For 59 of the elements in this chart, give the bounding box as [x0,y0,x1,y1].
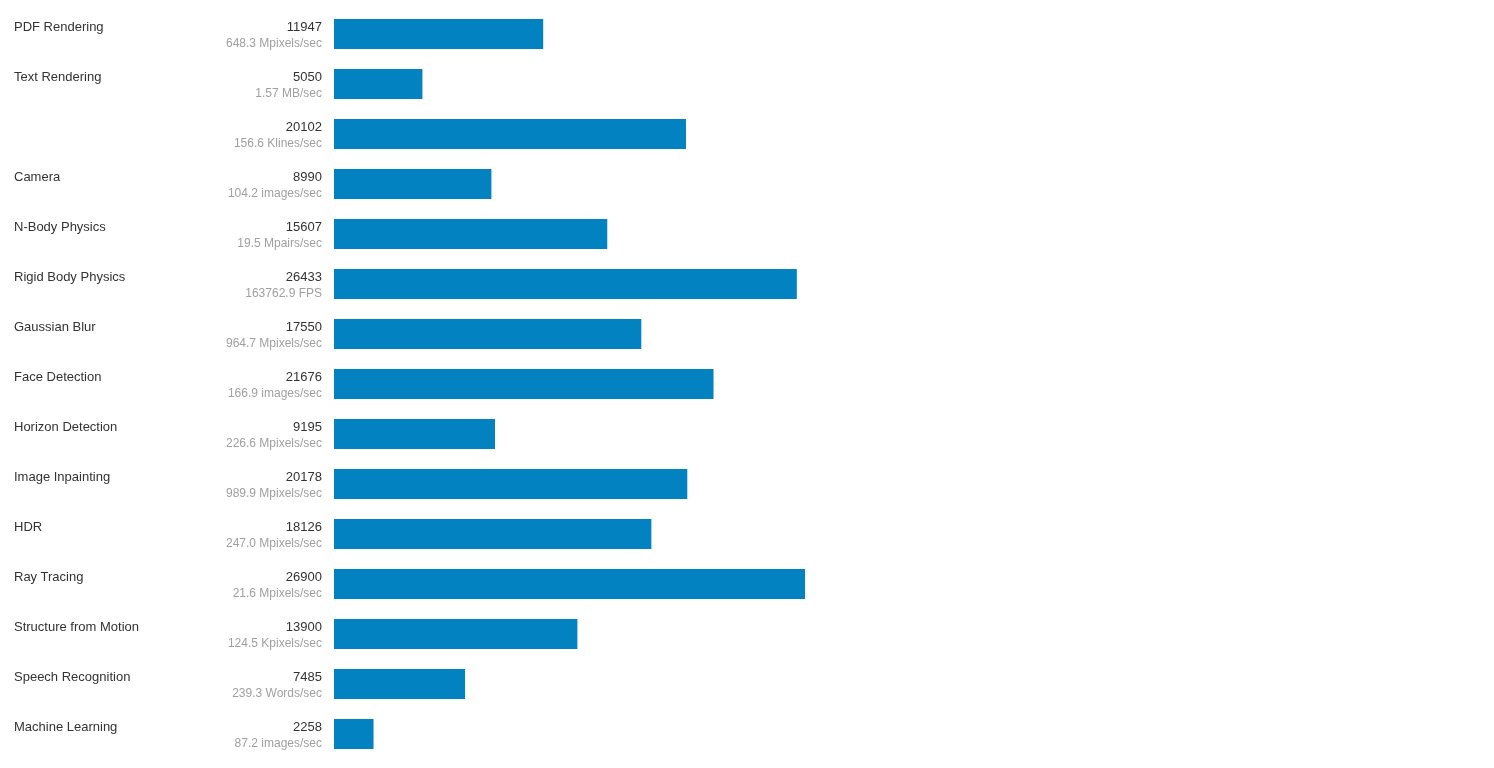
y-tick-label: Speech Recognition [14,669,131,684]
data-label: 15607 [285,219,322,234]
data-label: 18126 [285,519,322,534]
y-tick-label: Machine Learning [14,719,118,734]
bar [334,669,466,699]
data-label: 21676 [285,369,322,384]
data-label: 20178 [285,469,322,484]
data-label: 26433 [285,269,322,284]
text: 156.6 Klines/sec [233,136,322,150]
text: 21.6 Mpixels/sec [232,586,322,600]
text: 163762.9 FPS [245,286,322,300]
y-tick-label: HDR [14,519,43,534]
text: 104.2 images/sec [227,186,322,200]
data-label: 17550 [285,319,322,334]
text: 239.3 Words/sec [232,686,322,700]
bar [334,19,544,49]
data-label: 13900 [285,619,322,634]
y-tick-label: Horizon Detection [14,419,118,434]
data-label: 5050 [293,69,322,84]
text: 989.9 Mpixels/sec [225,486,322,500]
data-label: 2258 [293,719,322,734]
data-label: 20102 [285,119,322,134]
y-tick-label: Gaussian Blur [14,319,97,334]
bar [334,419,495,449]
text: 964.7 Mpixels/sec [225,336,322,350]
bar [334,69,423,99]
y-tick-label: Structure from Motion [14,619,139,634]
text: 226.6 Mpixels/sec [225,436,322,450]
y-tick-label: Ray Tracing [14,569,84,584]
y-tick-label: Camera [14,169,62,184]
text: 648.3 Mpixels/sec [225,36,322,50]
y-tick-label: Face Detection [14,369,102,384]
y-tick-label: Image Inpainting [14,469,111,484]
bar [334,369,714,399]
bar [334,469,688,499]
bar [334,619,578,649]
bar [334,219,608,249]
text: 124.5 Kpixels/sec [227,636,322,650]
bar [334,719,374,749]
bar [334,519,652,549]
text: 247.0 Mpixels/sec [225,536,322,550]
data-label: 9195 [293,419,322,434]
bar [334,569,805,599]
y-tick-label: PDF Rendering [14,19,104,34]
bar [334,169,492,199]
y-tick-label: Rigid Body Physics [14,269,126,284]
text: 87.2 images/sec [234,736,322,750]
y-tick-label: Text Rendering [14,69,102,84]
data-label: 11947 [286,19,322,34]
bar [334,269,797,299]
data-label: 7485 [293,669,322,684]
bar [334,319,642,349]
text: 166.9 images/sec [227,386,322,400]
data-label: 26900 [285,569,322,584]
data-label: 8990 [293,169,322,184]
y-tick-label: N-Body Physics [14,219,107,234]
text: 19.5 Mpairs/sec [237,236,322,250]
text: 1.57 MB/sec [255,86,322,100]
bar [334,119,686,149]
